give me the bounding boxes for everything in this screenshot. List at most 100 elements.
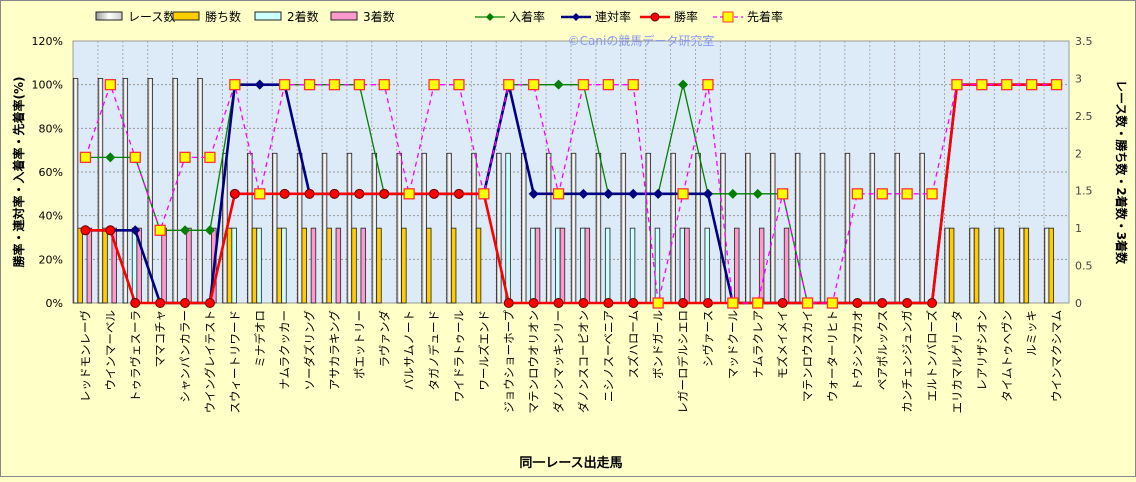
legend-label: 勝ち数 [205, 9, 241, 24]
bar-wins [948, 227, 955, 304]
left-tick-label: 0% [46, 297, 63, 310]
x-tick-label: スウィートリワード [228, 310, 242, 414]
place-rate-marker [180, 225, 191, 236]
bar-second [679, 227, 686, 304]
bar-second [530, 227, 536, 304]
quinella-rate-marker [653, 188, 664, 199]
beat-rate-marker [677, 188, 689, 200]
beat-rate-marker [478, 188, 490, 200]
bar-wins [376, 227, 382, 304]
watermark: ©Caniの競馬データ研究室 [568, 33, 715, 48]
x-tick-label: シャンパンカラー [178, 310, 192, 403]
win-rate-marker [603, 298, 614, 308]
quinella-rate-marker [702, 188, 713, 199]
place-rate-marker [204, 225, 215, 236]
beat-rate-marker [403, 188, 415, 200]
beat-rate-marker [353, 79, 366, 91]
x-tick-label: ダノンスコーピオン [576, 310, 590, 413]
bar-wins [351, 227, 357, 304]
x-tick-label: ペアポルックス [875, 310, 889, 390]
win-rate-marker [429, 188, 440, 199]
bar-third [734, 227, 740, 304]
x-tick-label: タイムトゥヘヴン [1000, 310, 1014, 402]
beat-rate-marker [777, 188, 789, 200]
beat-rate-marker [453, 79, 465, 91]
bar-second [131, 227, 138, 304]
right-tick-label: 1.5 [1075, 185, 1093, 198]
win-rate-marker [279, 188, 290, 199]
bar-races [620, 152, 627, 304]
legend-swatch [330, 11, 358, 21]
bar-races [122, 78, 129, 304]
x-tick-label: トゥラヴェスーラ [128, 310, 142, 402]
bar-races [595, 152, 602, 304]
bar-third [360, 227, 366, 304]
x-tick-label: カンチェンジュンガ [900, 310, 914, 413]
win-rate-marker [578, 298, 589, 308]
legend-label: 2着数 [287, 9, 319, 24]
bar-races [321, 152, 328, 304]
bar-races [371, 152, 378, 304]
win-rate-marker [180, 298, 191, 308]
win-rate-marker [628, 298, 639, 308]
x-tick-label: スズハローム [626, 310, 640, 379]
bar-races [346, 152, 353, 304]
beat-rate-marker [876, 188, 888, 200]
bar-wins [1023, 227, 1030, 304]
win-rate-marker [354, 188, 365, 199]
bar-second [231, 227, 237, 304]
x-tick-label: レガーロデルシエロ [676, 310, 690, 414]
bar-races [695, 152, 701, 304]
bar-third [534, 227, 541, 304]
bar-third [86, 227, 93, 304]
place-rate-marker [553, 79, 564, 90]
x-tick-label: ナムラクッカー [278, 310, 292, 390]
beat-rate-marker [1026, 79, 1038, 91]
x-axis-title: 同一レース出走馬 [519, 455, 622, 471]
win-rate-marker [204, 298, 215, 308]
x-tick-label: バルサムノート [402, 310, 416, 390]
win-rate-marker [229, 188, 240, 199]
beat-rate-marker [926, 188, 938, 200]
bar-races [819, 152, 826, 304]
bar-wins [326, 227, 332, 304]
bar-races [545, 152, 552, 304]
beat-rate-marker [104, 79, 116, 91]
beat-rate-marker [577, 79, 590, 91]
bar-races [421, 152, 427, 304]
win-rate-marker [553, 298, 564, 308]
x-tick-label: ウインマーベル [103, 310, 117, 391]
quinella-rate-marker [603, 188, 614, 199]
beat-rate-marker [1001, 79, 1013, 91]
bar-wins [998, 227, 1005, 304]
bar-wins [973, 227, 980, 304]
beat-rate-marker [702, 79, 714, 91]
x-tick-label: シヴァース [701, 310, 715, 367]
beat-rate-marker [428, 79, 440, 91]
right-tick-label: 2.5 [1075, 110, 1093, 123]
right-tick-label: 0 [1075, 297, 1082, 310]
legend-swatch [95, 11, 123, 21]
beat-rate-marker [552, 188, 565, 200]
right-axis-title: レース数・勝ち数・2着数・3着数 [1114, 80, 1129, 265]
bar-wins [401, 227, 407, 304]
beat-rate-marker [328, 79, 341, 91]
bar-second [580, 227, 586, 304]
bar-second [629, 227, 636, 304]
x-tick-label: レアリザシオン [975, 310, 989, 391]
bar-races [446, 152, 452, 304]
legend-label: 入着率 [509, 9, 545, 24]
bar-races [197, 78, 203, 304]
x-tick-label: エリカマルゲリータ [950, 310, 964, 414]
win-rate-marker [777, 298, 788, 308]
beat-rate-marker [503, 79, 515, 91]
legend-marker [572, 13, 580, 21]
win-rate-marker [453, 188, 464, 199]
win-rate-line [85, 83, 1057, 305]
legend-swatch [254, 11, 282, 21]
bar-wins [426, 227, 432, 304]
left-tick-label: 100% [32, 79, 63, 92]
bar-third [335, 227, 342, 304]
